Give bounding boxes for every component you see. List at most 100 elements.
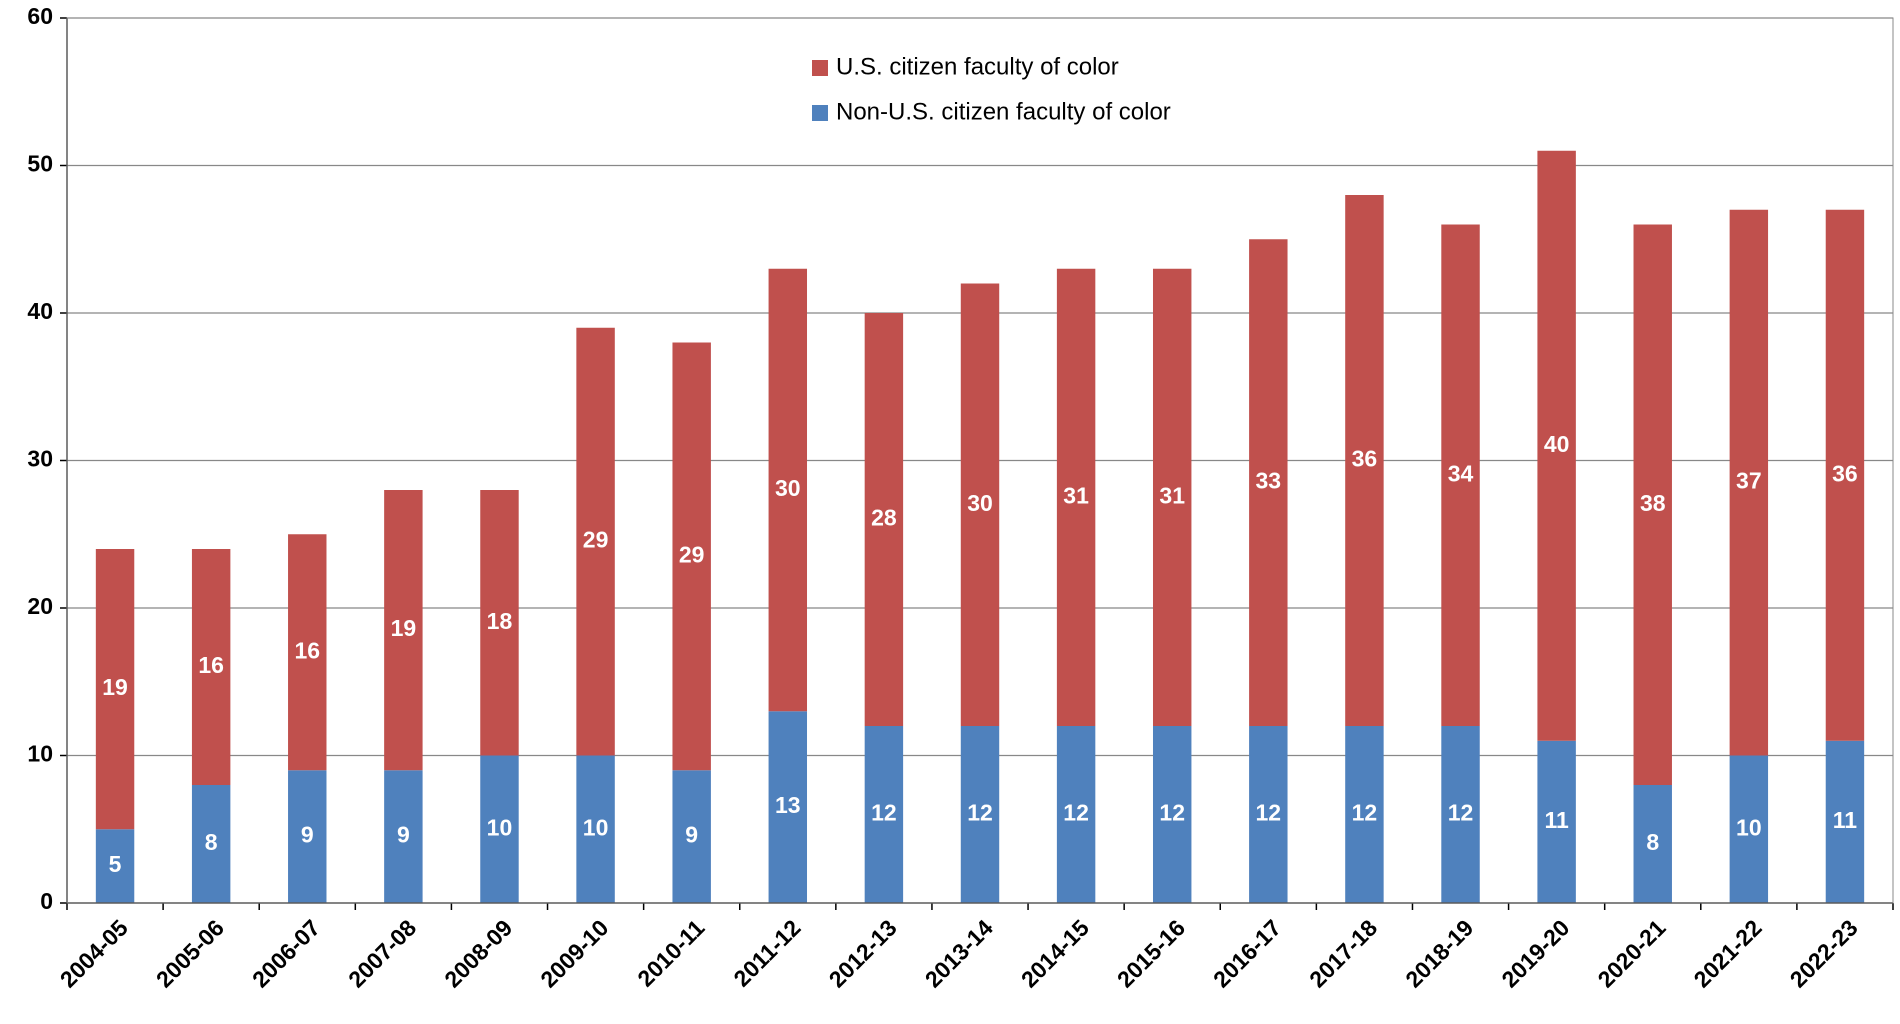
bar-segment bbox=[1249, 726, 1288, 903]
bar-segment bbox=[672, 342, 711, 771]
bar-segment bbox=[384, 770, 423, 903]
bar-segment bbox=[1825, 209, 1865, 741]
data-label: 19 bbox=[102, 674, 128, 700]
data-label: 30 bbox=[967, 490, 993, 516]
data-label: 9 bbox=[301, 822, 314, 848]
x-tick-label: 2014-15 bbox=[1016, 914, 1094, 992]
y-tick-label: 0 bbox=[40, 888, 53, 914]
data-label: 34 bbox=[1448, 460, 1474, 486]
bar-segment bbox=[191, 785, 231, 903]
data-label: 12 bbox=[1159, 800, 1185, 826]
x-tick-label: 2019-20 bbox=[1496, 914, 1574, 992]
data-label: 18 bbox=[487, 608, 513, 634]
bar-segment bbox=[960, 283, 1000, 726]
bar-segment bbox=[288, 770, 327, 903]
bar-segment bbox=[1056, 268, 1096, 726]
data-label: 33 bbox=[1256, 468, 1282, 494]
data-label: 9 bbox=[397, 822, 410, 848]
x-tick-label: 2005-06 bbox=[151, 914, 229, 992]
x-tick-label: 2009-10 bbox=[535, 914, 613, 992]
data-label: 10 bbox=[487, 814, 513, 840]
bar-segment bbox=[480, 755, 519, 903]
x-tick-label: 2018-19 bbox=[1400, 914, 1478, 992]
legend-swatch bbox=[812, 60, 828, 76]
y-tick-label: 20 bbox=[27, 593, 53, 619]
x-tick-label: 2017-18 bbox=[1304, 914, 1382, 992]
x-tick-label: 2010-11 bbox=[632, 914, 709, 991]
data-label: 29 bbox=[679, 541, 705, 567]
bar-segment bbox=[576, 755, 615, 903]
data-label: 36 bbox=[1832, 460, 1858, 486]
data-label: 12 bbox=[1063, 800, 1089, 826]
data-label: 8 bbox=[205, 829, 218, 855]
bar-segment bbox=[768, 711, 808, 903]
bar-segment bbox=[95, 829, 135, 903]
bar-segment bbox=[864, 726, 904, 903]
x-tick-label: 2020-21 bbox=[1592, 914, 1670, 992]
data-label: 19 bbox=[391, 615, 417, 641]
x-tick-label: 2012-13 bbox=[824, 914, 902, 992]
bar-segment bbox=[1537, 150, 1576, 741]
data-label: 11 bbox=[1833, 807, 1858, 833]
bar-segment bbox=[1729, 209, 1769, 756]
data-label: 28 bbox=[871, 505, 897, 531]
bar-segment bbox=[1249, 239, 1288, 726]
y-tick-label: 60 bbox=[27, 3, 53, 29]
data-label: 12 bbox=[1256, 800, 1282, 826]
data-label: 36 bbox=[1352, 446, 1378, 472]
bar-segment bbox=[191, 549, 231, 785]
x-tick-label: 2021-22 bbox=[1689, 914, 1767, 992]
data-label: 30 bbox=[775, 475, 801, 501]
data-label: 5 bbox=[109, 851, 122, 877]
data-label: 11 bbox=[1544, 807, 1569, 833]
bar-segment bbox=[768, 268, 808, 712]
bar-segment bbox=[1825, 740, 1865, 903]
bar-segment bbox=[1152, 268, 1192, 726]
data-label: 12 bbox=[967, 800, 993, 826]
bar-segment bbox=[1152, 726, 1192, 903]
bar-segment bbox=[1633, 224, 1672, 785]
data-label: 29 bbox=[583, 527, 609, 553]
y-tick-label: 10 bbox=[27, 741, 53, 767]
x-tick-label: 2013-14 bbox=[920, 914, 998, 992]
data-label: 10 bbox=[583, 814, 609, 840]
bar-segment bbox=[576, 327, 615, 756]
bar-segment bbox=[1056, 726, 1096, 903]
data-label: 38 bbox=[1640, 490, 1666, 516]
y-tick-label: 30 bbox=[27, 446, 53, 472]
bar-segment bbox=[1345, 195, 1384, 726]
data-label: 16 bbox=[294, 637, 320, 663]
bar-segment bbox=[672, 770, 711, 903]
data-label: 8 bbox=[1646, 829, 1659, 855]
data-label: 13 bbox=[775, 792, 801, 818]
bar-segment bbox=[1633, 785, 1672, 903]
bar-segment bbox=[864, 313, 904, 726]
data-label: 37 bbox=[1736, 468, 1762, 494]
data-label: 16 bbox=[198, 652, 224, 678]
data-label: 12 bbox=[1448, 800, 1474, 826]
legend-label: U.S. citizen faculty of color bbox=[836, 53, 1119, 80]
x-tick-label: 2015-16 bbox=[1112, 914, 1190, 992]
x-tick-label: 2022-23 bbox=[1785, 914, 1863, 992]
bar-segment bbox=[1441, 224, 1480, 726]
bar-segment bbox=[1537, 740, 1576, 903]
data-label: 12 bbox=[1352, 800, 1378, 826]
legend-swatch bbox=[812, 105, 828, 121]
bar-segment bbox=[384, 490, 423, 771]
x-tick-label: 2008-09 bbox=[439, 914, 517, 992]
bar-segment bbox=[1345, 726, 1384, 903]
legend-label: Non-U.S. citizen faculty of color bbox=[836, 98, 1171, 125]
x-tick-label: 2011-12 bbox=[728, 914, 805, 991]
x-tick-label: 2004-05 bbox=[55, 914, 133, 992]
data-label: 10 bbox=[1736, 814, 1762, 840]
bar-segment bbox=[1441, 726, 1480, 903]
data-label: 31 bbox=[1063, 482, 1089, 508]
plot-border bbox=[66, 17, 1894, 904]
data-label: 31 bbox=[1159, 482, 1185, 508]
x-tick-label: 2006-07 bbox=[247, 914, 325, 992]
x-tick-label: 2016-17 bbox=[1208, 914, 1286, 992]
bar-segment bbox=[960, 726, 1000, 903]
y-tick-label: 40 bbox=[27, 298, 53, 324]
bar-segment bbox=[95, 549, 135, 830]
